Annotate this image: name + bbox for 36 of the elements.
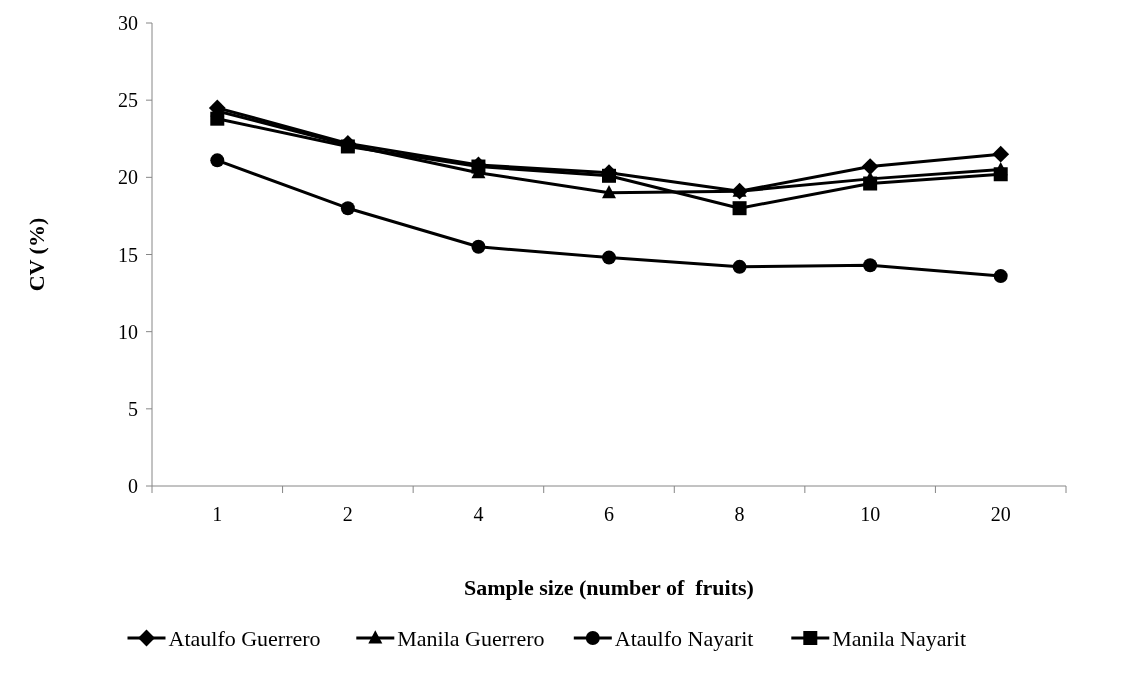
legend-label: Ataulfo Guerrero [168, 625, 321, 651]
y-tick-label: 30 [118, 12, 138, 34]
x-tick-label: 8 [734, 503, 745, 525]
point [602, 185, 616, 199]
point [863, 258, 878, 273]
x-tick-label: 10 [860, 503, 881, 525]
point [732, 201, 747, 216]
point [993, 167, 1008, 182]
legend-label: Manila Nayarit [832, 625, 967, 651]
point [732, 259, 747, 274]
point [863, 176, 878, 191]
point [602, 250, 616, 265]
y-tick-label: 0 [128, 475, 138, 497]
x-tick-label: 6 [604, 503, 614, 525]
y-tick-label: 10 [118, 320, 138, 343]
point [993, 269, 1008, 284]
x-axis-title: Sample size (number of fruits) [464, 575, 754, 600]
y-tick-label: 15 [118, 243, 138, 266]
x-tick-label: 2 [342, 503, 353, 525]
legend-label: Manila Guerrero [397, 625, 545, 651]
point [992, 145, 1010, 163]
point [210, 153, 225, 168]
legend-label: Ataulfo Nayarit [614, 625, 754, 651]
point [471, 159, 486, 174]
y-axis-title: CV (%) [24, 217, 49, 292]
point [861, 158, 879, 175]
point [602, 168, 616, 183]
point [210, 111, 225, 126]
point [471, 239, 486, 254]
x-tick-label: 1 [212, 503, 223, 525]
x-tick-label: 20 [990, 503, 1011, 525]
y-tick-label: 20 [118, 166, 138, 189]
x-tick-label: 4 [473, 503, 484, 525]
y-tick-label: 25 [118, 89, 138, 112]
y-tick-label: 5 [128, 397, 138, 420]
point [340, 201, 355, 216]
